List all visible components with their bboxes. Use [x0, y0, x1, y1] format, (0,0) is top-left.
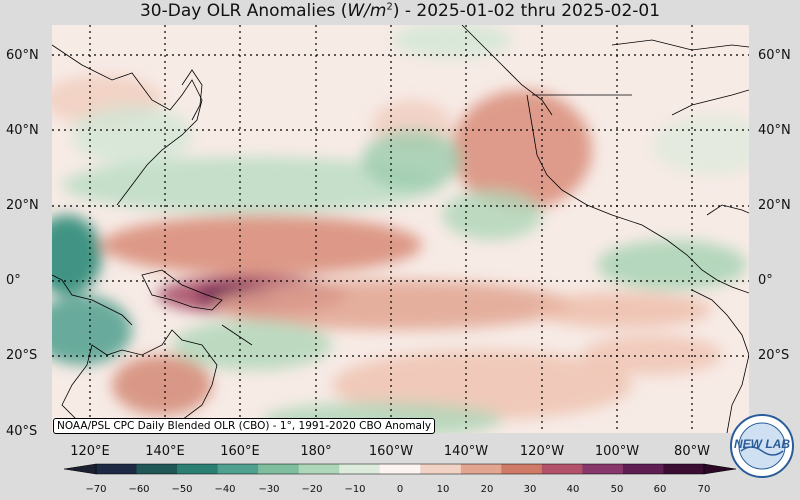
colorbar-tick: −50: [171, 484, 193, 495]
lat-label: 60°N: [6, 48, 39, 63]
colorbar-cell: [501, 464, 543, 474]
lon-label: 180°: [300, 444, 332, 459]
colorbar-tick: 0: [396, 484, 404, 495]
colorbar-tick: −10: [344, 484, 366, 495]
colorbar-cell: [460, 464, 502, 474]
map-title: 30-Day OLR Anomalies (W/m2) - 2025-01-02…: [139, 1, 661, 21]
colorbar: [63, 463, 737, 475]
colorbar-cell: [379, 464, 421, 474]
colorbar-cell: [582, 464, 624, 474]
lat-label: 20°N: [6, 198, 39, 213]
colorbar-tick: 70: [697, 484, 711, 495]
lat-label: 40°N: [758, 123, 791, 138]
lat-label: 40°N: [6, 123, 39, 138]
colorbar-cell: [541, 464, 583, 474]
graticule: [52, 25, 749, 433]
colorbar-tick: −40: [214, 484, 236, 495]
colorbar-tick: −30: [258, 484, 280, 495]
lon-label: 140°W: [443, 444, 489, 459]
lat-label: 40°S: [6, 424, 38, 439]
colorbar-cell: [217, 464, 259, 474]
lat-label: 0°: [6, 273, 21, 288]
colorbar-cell: [136, 464, 178, 474]
colorbar-tick: −20: [301, 484, 323, 495]
lon-label: 160°E: [220, 444, 260, 459]
lon-label: 140°E: [145, 444, 185, 459]
lon-label: 100°W: [594, 444, 640, 459]
colorbar-min-arrow: [63, 463, 97, 475]
coastlines: [52, 25, 749, 433]
lat-label: 60°N: [758, 48, 791, 63]
lat-label: 20°S: [758, 348, 790, 363]
noaa-psl-logo-icon: NEW LAB: [730, 414, 794, 478]
colorbar-cell: [622, 464, 664, 474]
lon-label: 160°W: [368, 444, 414, 459]
colorbar-tick: 40: [566, 484, 580, 495]
lon-label: 120°E: [70, 444, 110, 459]
lat-label: 20°N: [758, 198, 791, 213]
colorbar-tick: 30: [523, 484, 537, 495]
lon-label: 80°W: [674, 444, 710, 459]
colorbar-cell: [420, 464, 462, 474]
colorbar-tick: 10: [436, 484, 450, 495]
colorbar-cell: [177, 464, 219, 474]
lon-label: 120°W: [519, 444, 565, 459]
colorbar-tick: −70: [85, 484, 107, 495]
svg-text:NEW LAB: NEW LAB: [734, 437, 790, 451]
colorbar-tick: 60: [653, 484, 667, 495]
colorbar-tick: 50: [610, 484, 624, 495]
colorbar-cell: [96, 464, 138, 474]
olr-anomaly-map: [52, 25, 749, 433]
colorbar-tick: −60: [128, 484, 150, 495]
colorbar-cell: [298, 464, 340, 474]
colorbar-tick: 20: [480, 484, 494, 495]
lat-label: 0°: [758, 273, 773, 288]
colorbar-cell: [663, 464, 705, 474]
colorbar-cell: [339, 464, 381, 474]
colorbar-cell: [258, 464, 300, 474]
lat-label: 20°S: [6, 348, 38, 363]
colorbar-max-arrow: [703, 463, 737, 475]
data-source-caption: NOAA/PSL CPC Daily Blended OLR (CBO) - 1…: [53, 418, 436, 434]
